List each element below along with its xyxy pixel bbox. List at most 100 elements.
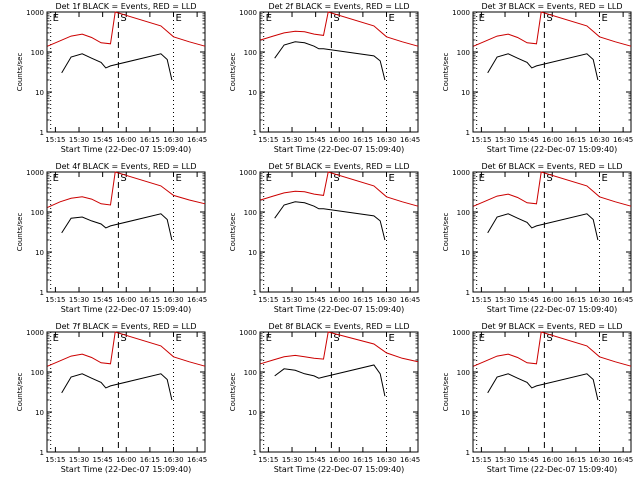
- ytick-label: 100: [457, 209, 470, 217]
- time-marker-label: S: [120, 173, 126, 184]
- xtick-label: 15:30: [69, 296, 89, 304]
- x-axis-label: Start Time (22-Dec-07 15:09:40): [61, 305, 192, 314]
- x-axis-label: Start Time (22-Dec-07 15:09:40): [274, 305, 405, 314]
- time-marker-label: E: [389, 13, 395, 24]
- chart-title: Det 7f BLACK = Events, RED = LLD: [55, 322, 196, 331]
- xtick-label: 15:45: [93, 456, 113, 464]
- xtick-label: 15:15: [258, 456, 278, 464]
- x-axis-label: Start Time (22-Dec-07 15:09:40): [487, 465, 618, 474]
- ytick-label: 10: [248, 249, 257, 257]
- xtick-label: 16:45: [613, 456, 633, 464]
- time-marker-label: S: [120, 13, 126, 24]
- ytick-label: 10: [35, 249, 44, 257]
- chart-title: Det 5f BLACK = Events, RED = LLD: [268, 162, 409, 171]
- y-axis-label: Counts/sec: [442, 53, 450, 92]
- xtick-label: 16:15: [140, 136, 160, 144]
- xtick-label: 16:00: [542, 136, 562, 144]
- xtick-label: 16:00: [329, 136, 349, 144]
- xtick-label: 15:45: [306, 296, 326, 304]
- plot-frame: [46, 11, 206, 133]
- xtick-label: 15:30: [495, 136, 515, 144]
- chart-panel-7: Det 7f BLACK = Events, RED = LLD 1 10 100 10…: [16, 322, 207, 474]
- chart-panel-5: Det 5f BLACK = Events, RED = LLD 1 10 100 10…: [229, 162, 420, 314]
- plot-frame: [259, 171, 419, 293]
- xtick-label: 15:30: [282, 456, 302, 464]
- xtick-label: 15:15: [258, 296, 278, 304]
- xtick-label: 16:15: [140, 456, 160, 464]
- time-marker-label: E: [266, 13, 272, 24]
- xtick-label: 16:00: [116, 456, 136, 464]
- xtick-label: 16:00: [329, 296, 349, 304]
- ytick-label: 100: [457, 369, 470, 377]
- xtick-label: 16:45: [187, 456, 207, 464]
- xtick-label: 15:45: [93, 296, 113, 304]
- chart-panel-2: Det 2f BLACK = Events, RED = LLD 1 10 100 10…: [229, 2, 420, 154]
- ytick-label: 10: [248, 409, 257, 417]
- time-marker-label: E: [176, 333, 182, 344]
- xtick-label: 16:45: [613, 296, 633, 304]
- time-marker-label: S: [546, 173, 552, 184]
- ytick-label: 1000: [26, 329, 44, 337]
- y-axis-label: Counts/sec: [442, 213, 450, 252]
- chart-title: Det 2f BLACK = Events, RED = LLD: [268, 2, 409, 11]
- y-axis-label: Counts/sec: [229, 373, 237, 412]
- xtick-label: 16:45: [400, 296, 420, 304]
- time-marker-label: E: [389, 333, 395, 344]
- series-line-lld: [473, 11, 632, 47]
- xtick-label: 16:15: [140, 296, 160, 304]
- time-marker-label: S: [333, 173, 339, 184]
- plot-frame: [259, 331, 419, 453]
- xtick-label: 16:45: [613, 136, 633, 144]
- xtick-label: 16:30: [376, 456, 396, 464]
- ytick-label: 1000: [452, 169, 470, 177]
- ytick-label: 100: [244, 369, 257, 377]
- series-line-events: [487, 213, 599, 241]
- xtick-label: 16:30: [589, 296, 609, 304]
- ytick-label: 1000: [239, 169, 257, 177]
- plot-frame: [472, 171, 632, 293]
- xtick-label: 15:15: [471, 296, 491, 304]
- ytick-label: 10: [35, 89, 44, 97]
- xtick-label: 15:15: [471, 136, 491, 144]
- ytick-label: 100: [457, 49, 470, 57]
- xtick-label: 15:30: [69, 136, 89, 144]
- series-line-lld: [260, 11, 419, 47]
- plot-frame: [472, 11, 632, 133]
- ytick-label: 1: [253, 289, 257, 297]
- time-marker-label: E: [479, 333, 485, 344]
- xtick-label: 15:45: [519, 456, 539, 464]
- series-line-lld: [47, 11, 206, 47]
- ytick-label: 1000: [452, 9, 470, 17]
- time-marker-label: E: [176, 173, 182, 184]
- xtick-label: 16:15: [566, 456, 586, 464]
- y-axis-label: Counts/sec: [229, 53, 237, 92]
- x-axis-label: Start Time (22-Dec-07 15:09:40): [274, 145, 405, 154]
- series-line-events: [487, 53, 599, 81]
- chart-panel-9: Det 9f BLACK = Events, RED = LLD 1 10 100 10…: [442, 322, 633, 474]
- time-marker-label: S: [546, 333, 552, 344]
- y-axis-label: Counts/sec: [442, 373, 450, 412]
- xtick-label: 15:30: [495, 296, 515, 304]
- xtick-label: 15:30: [282, 136, 302, 144]
- xtick-label: 15:15: [45, 296, 65, 304]
- ytick-label: 1000: [26, 9, 44, 17]
- x-axis-label: Start Time (22-Dec-07 15:09:40): [61, 465, 192, 474]
- plot-frame: [46, 331, 206, 453]
- time-marker-label: E: [479, 173, 485, 184]
- x-axis-label: Start Time (22-Dec-07 15:09:40): [61, 145, 192, 154]
- chart-panel-4: Det 4f BLACK = Events, RED = LLD 1 10 100 10…: [16, 162, 207, 314]
- series-line-lld: [47, 331, 206, 367]
- xtick-label: 16:30: [589, 456, 609, 464]
- xtick-label: 16:30: [589, 136, 609, 144]
- time-marker-label: E: [479, 13, 485, 24]
- chart-title: Det 8f BLACK = Events, RED = LLD: [268, 322, 409, 331]
- ytick-label: 10: [248, 89, 257, 97]
- ytick-label: 1: [253, 129, 257, 137]
- ytick-label: 100: [31, 49, 44, 57]
- ytick-label: 1000: [452, 329, 470, 337]
- xtick-label: 15:30: [495, 456, 515, 464]
- xtick-label: 16:15: [566, 136, 586, 144]
- ytick-label: 10: [461, 409, 470, 417]
- chart-panel-1: Det 1f BLACK = Events, RED = LLD 1 10 100 10…: [16, 2, 207, 154]
- time-marker-label: S: [333, 333, 339, 344]
